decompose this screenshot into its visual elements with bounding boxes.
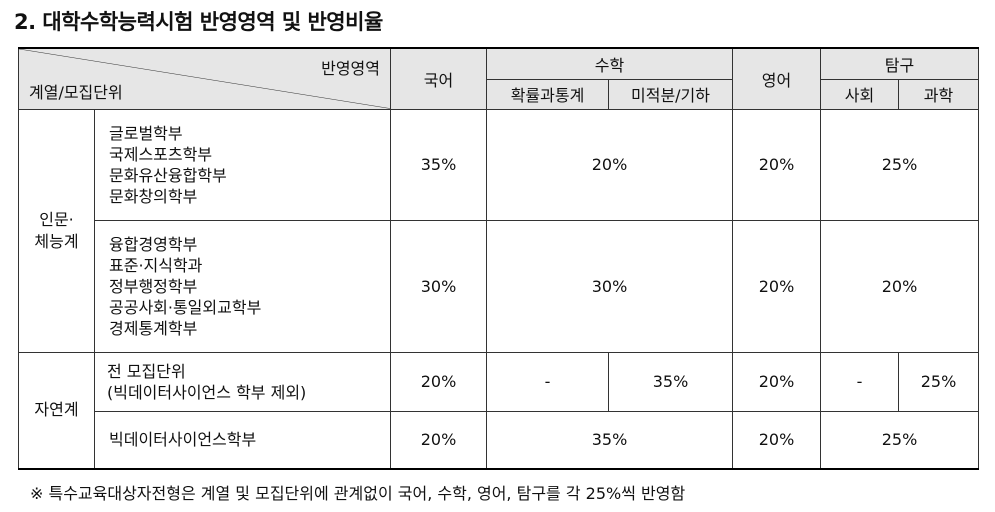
inquiry-value: 20%	[820, 219, 980, 353]
group-natural: 자연계	[18, 351, 95, 470]
english-value: 20%	[732, 410, 822, 470]
units-cell: 빅데이터사이언스학부	[94, 410, 391, 470]
units-cell: 전 모집단위 (빅데이터사이언스 학부 제외)	[94, 351, 391, 412]
korean-value: 20%	[390, 351, 487, 412]
korean-value: 35%	[390, 108, 487, 221]
header-science: 과학	[898, 78, 980, 110]
science-value: 25%	[898, 351, 980, 412]
english-value: 20%	[732, 351, 822, 412]
units-cell: 융합경영학부 표준·지식학과 정부행정학부 공공사회·통일외교학부 경제통계학부	[94, 219, 391, 353]
header-diagonal-cell: 반영영역 계열/모집단위	[18, 47, 391, 110]
inquiry-value: 25%	[820, 410, 980, 470]
math-value: 35%	[485, 410, 734, 470]
group-humanities: 인문· 체능계	[18, 108, 95, 353]
math-value: 20%	[485, 108, 734, 221]
header-inquiry: 탐구	[820, 47, 980, 80]
math-value: 30%	[485, 219, 734, 353]
header-english: 영어	[732, 47, 822, 110]
reflection-table: 반영영역 계열/모집단위 국어 수학 영어 탐구 확률과통계 미적분/기하 사회…	[18, 47, 980, 470]
math-prob-value: -	[486, 351, 609, 412]
header-math-prob: 확률과통계	[486, 78, 609, 110]
english-value: 20%	[732, 108, 822, 221]
social-value: -	[820, 351, 900, 412]
footnote: ※ 특수교육대상자전형은 계열 및 모집단위에 관계없이 국어, 수학, 영어,…	[30, 484, 686, 503]
korean-value: 20%	[390, 410, 487, 470]
inquiry-value: 25%	[820, 108, 980, 221]
area-label: 반영영역	[321, 59, 380, 78]
english-value: 20%	[732, 219, 822, 353]
header-math: 수학	[485, 47, 734, 80]
header-social: 사회	[820, 78, 900, 110]
korean-value: 30%	[390, 219, 487, 353]
units-cell: 글로벌학부 국제스포츠학부 문화유산융합학부 문화창의학부	[94, 108, 391, 221]
section-title: 2. 대학수학능력시험 반영영역 및 반영비율	[14, 10, 383, 34]
header-korean: 국어	[390, 47, 487, 110]
math-calc-value: 35%	[607, 351, 734, 412]
header-math-calc: 미적분/기하	[607, 78, 734, 110]
unit-label: 계열/모집단위	[29, 82, 123, 102]
